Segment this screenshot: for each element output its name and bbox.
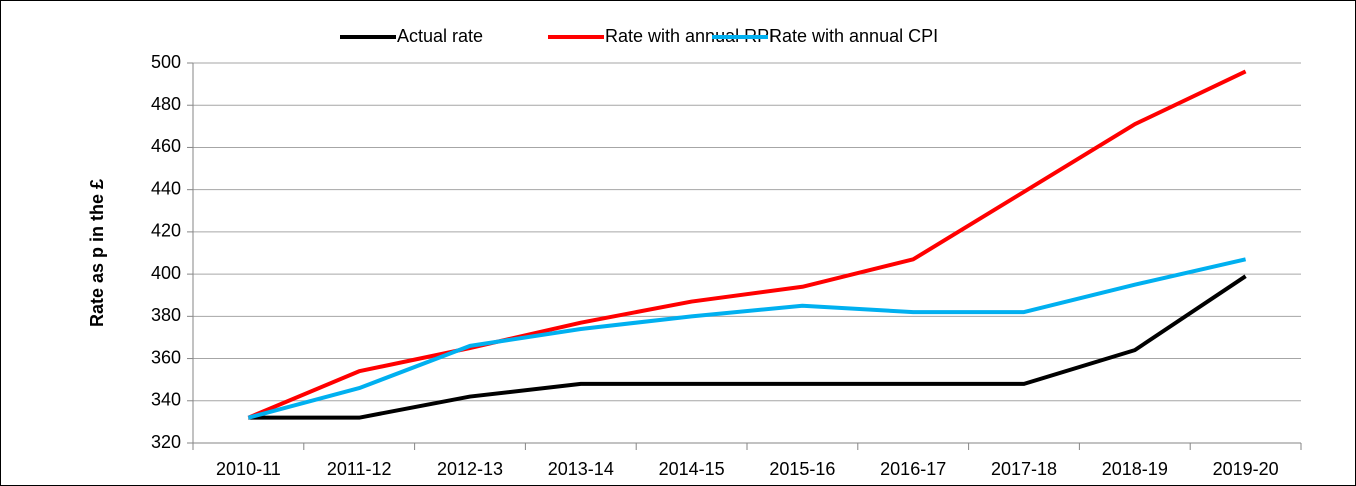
y-tick-label: 320 <box>151 432 181 452</box>
legend-label: Actual rate <box>397 26 483 46</box>
series-line <box>247 69 1247 420</box>
x-tick-label: 2015-16 <box>769 459 835 479</box>
y-tick-label: 360 <box>151 347 181 367</box>
legend-label: Rate with annual CPI <box>769 26 938 46</box>
y-tick-label: 500 <box>151 52 181 72</box>
y-axis-label: Rate as p in the £ <box>87 179 107 327</box>
x-tick-label: 2018-19 <box>1102 459 1168 479</box>
legend-label: Rate with annual RPI <box>605 26 774 46</box>
x-tick-label: 2013-14 <box>548 459 614 479</box>
y-tick-label: 460 <box>151 136 181 156</box>
y-tick-label: 380 <box>151 305 181 325</box>
series-line <box>248 274 1247 420</box>
x-tick-label: 2014-15 <box>659 459 725 479</box>
y-tick-label: 400 <box>151 263 181 283</box>
y-tick-label: 340 <box>151 390 181 410</box>
x-tick-label: 2010-11 <box>216 459 281 479</box>
x-tick-label: 2019-20 <box>1213 459 1279 479</box>
x-tick-label: 2011-12 <box>327 459 392 479</box>
y-tick-label: 440 <box>151 178 181 198</box>
series-line <box>247 257 1247 420</box>
x-tick-label: 2012-13 <box>437 459 503 479</box>
y-tick-label: 420 <box>151 221 181 241</box>
y-tick-label: 480 <box>151 94 181 114</box>
x-tick-label: 2016-17 <box>880 459 946 479</box>
x-tick-label: 2017-18 <box>991 459 1057 479</box>
